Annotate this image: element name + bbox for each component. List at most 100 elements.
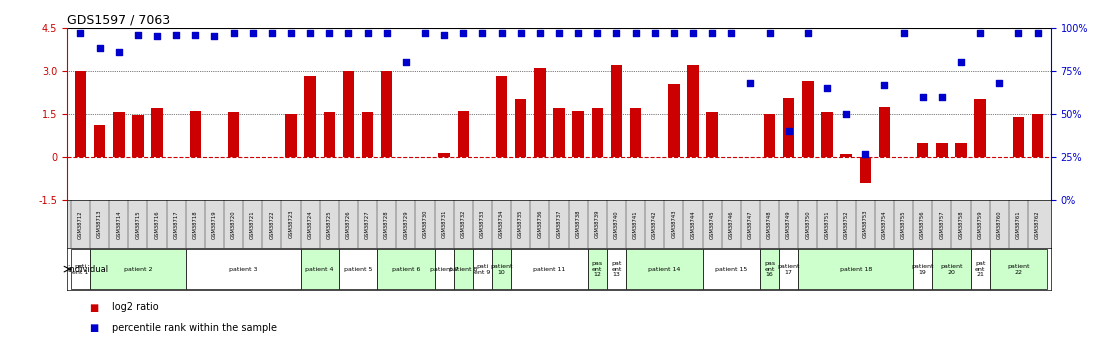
FancyBboxPatch shape: [492, 249, 511, 289]
Point: [454, 30, 472, 36]
Point: [760, 30, 778, 36]
FancyBboxPatch shape: [186, 249, 301, 289]
FancyBboxPatch shape: [932, 249, 970, 289]
Text: patient
20: patient 20: [940, 264, 963, 275]
Text: patient 6: patient 6: [391, 267, 420, 272]
Point: [225, 30, 243, 36]
Point: [1010, 30, 1027, 36]
Text: patient
10: patient 10: [491, 264, 513, 275]
Bar: [132, 115, 143, 157]
Bar: [457, 111, 470, 157]
Bar: [381, 71, 392, 157]
Text: log2 ratio: log2 ratio: [112, 303, 159, 313]
FancyBboxPatch shape: [913, 249, 932, 289]
Point: [512, 30, 530, 36]
Point: [894, 30, 912, 36]
Text: GSM38733: GSM38733: [480, 210, 485, 238]
Text: GSM38759: GSM38759: [977, 210, 983, 238]
Bar: [610, 65, 622, 157]
Point: [493, 30, 511, 36]
Text: ■: ■: [89, 303, 98, 313]
Point: [588, 30, 606, 36]
Text: GSM38726: GSM38726: [345, 210, 351, 238]
Text: GSM38752: GSM38752: [844, 210, 849, 238]
FancyBboxPatch shape: [511, 249, 588, 289]
Text: GSM38735: GSM38735: [519, 210, 523, 238]
Bar: [553, 108, 565, 157]
Bar: [802, 81, 814, 157]
Bar: [879, 107, 890, 157]
Text: patient 11: patient 11: [533, 267, 566, 272]
Point: [474, 30, 492, 36]
Text: patient 4: patient 4: [305, 267, 334, 272]
Point: [187, 32, 205, 37]
Point: [569, 30, 587, 36]
Text: GSM38725: GSM38725: [326, 210, 332, 238]
Point: [856, 151, 874, 156]
Text: GSM38761: GSM38761: [1016, 210, 1021, 238]
Point: [703, 30, 721, 36]
Point: [972, 30, 989, 36]
Text: GSM38723: GSM38723: [288, 210, 294, 238]
Bar: [151, 108, 163, 157]
Text: GSM38718: GSM38718: [192, 210, 198, 238]
Text: GSM38760: GSM38760: [997, 210, 1002, 238]
Bar: [285, 114, 296, 157]
Text: GSM38753: GSM38753: [863, 210, 868, 238]
Text: GSM38724: GSM38724: [307, 210, 313, 238]
Bar: [362, 112, 373, 157]
Point: [799, 30, 817, 36]
Text: GDS1597 / 7063: GDS1597 / 7063: [67, 13, 170, 27]
FancyBboxPatch shape: [454, 249, 473, 289]
Text: GSM38745: GSM38745: [710, 210, 714, 238]
Point: [837, 111, 855, 117]
Text: GSM38750: GSM38750: [805, 210, 811, 238]
Point: [875, 82, 893, 87]
Point: [991, 80, 1008, 86]
Bar: [707, 112, 718, 157]
Point: [550, 30, 568, 36]
Bar: [783, 98, 795, 157]
Text: GSM38713: GSM38713: [97, 210, 102, 238]
Point: [301, 30, 319, 36]
Point: [818, 85, 836, 91]
Bar: [113, 112, 124, 157]
Text: GSM38728: GSM38728: [385, 210, 389, 238]
Text: GSM38740: GSM38740: [614, 210, 619, 238]
Text: GSM38754: GSM38754: [882, 210, 887, 238]
Text: GSM38721: GSM38721: [250, 210, 255, 238]
Bar: [1032, 114, 1043, 157]
FancyBboxPatch shape: [760, 249, 779, 289]
Point: [913, 94, 931, 99]
Text: GSM38737: GSM38737: [557, 210, 561, 238]
Text: GSM38722: GSM38722: [269, 210, 274, 238]
FancyBboxPatch shape: [339, 249, 377, 289]
Bar: [629, 108, 642, 157]
Bar: [764, 114, 775, 157]
Bar: [323, 112, 335, 157]
FancyBboxPatch shape: [377, 249, 435, 289]
Text: GSM38757: GSM38757: [939, 210, 945, 238]
Text: GSM38744: GSM38744: [691, 210, 695, 238]
Text: pas
ent
16: pas ent 16: [764, 261, 775, 277]
Bar: [438, 152, 449, 157]
Text: GSM38749: GSM38749: [786, 210, 792, 238]
Point: [953, 59, 970, 65]
Text: patient 18: patient 18: [840, 267, 872, 272]
Bar: [955, 142, 967, 157]
Text: GSM38738: GSM38738: [576, 210, 580, 238]
Point: [129, 32, 146, 37]
Bar: [591, 108, 603, 157]
Point: [435, 32, 453, 37]
Text: patient 5: patient 5: [344, 267, 372, 272]
Bar: [534, 68, 546, 157]
Bar: [841, 154, 852, 157]
Point: [1029, 30, 1046, 36]
Text: patient 14: patient 14: [648, 267, 681, 272]
Text: GSM38719: GSM38719: [212, 210, 217, 238]
Point: [626, 30, 644, 36]
Text: patient
19: patient 19: [911, 264, 934, 275]
Bar: [228, 112, 239, 157]
Point: [722, 30, 740, 36]
Point: [646, 30, 664, 36]
